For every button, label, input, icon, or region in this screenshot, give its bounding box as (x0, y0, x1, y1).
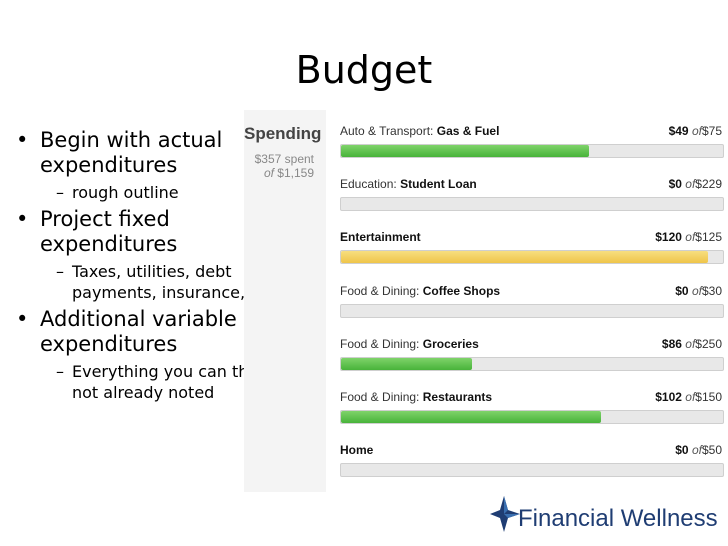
category-row[interactable]: Food & Dining: Restaurants $102 of$150 (338, 390, 724, 440)
category-label: Food & Dining: Restaurants (340, 390, 492, 404)
category-amount: $0 of$50 (675, 443, 722, 457)
category-name: Restaurants (422, 390, 493, 404)
category-budget: $75 (701, 124, 722, 138)
category-budget: $30 (701, 283, 722, 298)
category-row[interactable]: Entertainment $120 of$125 (338, 230, 724, 280)
sub-bullet-2: Taxes, utilities, debt payments, insuran… (12, 261, 312, 303)
category-of-word: of (691, 283, 702, 298)
category-budget: $250 (695, 336, 722, 351)
spending-spent: $357 spent (254, 152, 314, 166)
category-label: Entertainment (340, 230, 421, 244)
category-name: Student Loan (400, 177, 477, 192)
category-amount: $120 of$125 (655, 230, 722, 244)
progress-fill (341, 411, 601, 423)
category-spent: $0 (668, 177, 682, 192)
progress-bar (340, 144, 724, 158)
category-group: Food & Dining: (340, 390, 420, 404)
category-group: Auto & Transport: (340, 124, 434, 138)
bullet-list: Begin with actual expenditures rough out… (12, 128, 312, 407)
category-amount: $49 of$75 (669, 124, 722, 138)
category-of-word: of (685, 336, 696, 351)
category-name: Gas & Fuel (436, 124, 500, 138)
category-label: Auto & Transport: Gas & Fuel (340, 124, 499, 138)
bullet-2: Project fixed expenditures (12, 207, 312, 257)
category-label: Home (340, 443, 373, 457)
category-label: Education: Student Loan (340, 177, 477, 191)
category-group: Food & Dining: (340, 283, 420, 298)
category-of-word: of (685, 230, 696, 245)
category-of-word: of (691, 443, 702, 458)
sub-bullet-3: Everything you can think of not already … (12, 361, 312, 403)
sub-bullet-1: rough outline (12, 182, 312, 203)
category-name: Home (340, 443, 374, 458)
category-row[interactable]: Education: Student Loan $0 of$229 (338, 177, 724, 227)
progress-bar (340, 356, 724, 371)
progress-fill (341, 357, 473, 370)
bullet-3: Additional variable expenditures (12, 307, 312, 357)
star-compass-icon (490, 496, 520, 532)
financial-wellness-logo (490, 496, 520, 532)
progress-bar (340, 410, 724, 424)
category-budget: $125 (695, 230, 722, 245)
progress-bar (340, 303, 724, 318)
category-amount: $102 of$150 (655, 390, 722, 404)
progress-bar (340, 250, 724, 265)
category-of-word: of (685, 177, 696, 192)
category-row[interactable]: Home $0 of$50 (338, 443, 724, 493)
progress-bar (340, 463, 724, 478)
progress-bar (340, 197, 724, 212)
progress-fill (341, 145, 590, 157)
spending-total-value: $1,159 (277, 166, 314, 180)
category-amount: $0 of$30 (675, 284, 722, 298)
category-budget: $150 (695, 390, 722, 404)
category-spent: $120 (655, 230, 682, 245)
category-spent: $86 (661, 336, 682, 351)
category-budget: $50 (701, 443, 722, 458)
category-name: Groceries (422, 336, 479, 351)
category-budget: $229 (695, 177, 722, 192)
category-of-word: of (685, 390, 696, 404)
slide-title: Budget (295, 48, 433, 92)
category-name: Entertainment (340, 230, 421, 245)
category-name: Coffee Shops (422, 283, 501, 298)
category-row[interactable]: Auto & Transport: Gas & Fuel $49 of$75 (338, 124, 724, 174)
spending-title: Spending (244, 124, 322, 143)
category-group: Education: (340, 177, 397, 192)
category-spent: $102 (655, 390, 682, 404)
category-row[interactable]: Food & Dining: Groceries $86 of$250 (338, 337, 724, 387)
category-row[interactable]: Food & Dining: Coffee Shops $0 of$30 (338, 284, 724, 334)
category-group: Food & Dining: (340, 336, 420, 351)
category-spent: $0 (675, 443, 689, 458)
spending-of-word: of (263, 166, 274, 180)
category-spent: $0 (675, 283, 689, 298)
bullet-1: Begin with actual expenditures (12, 128, 312, 178)
category-of-word: of (691, 124, 702, 138)
logo-text: Financial Wellness (518, 505, 718, 532)
spending-total: of $1,159 (244, 166, 314, 180)
category-amount: $0 of$229 (669, 177, 722, 191)
spending-summary-background (244, 110, 326, 492)
category-spent: $49 (668, 124, 689, 138)
category-amount: $86 of$250 (662, 337, 722, 351)
category-label: Food & Dining: Coffee Shops (340, 284, 500, 298)
progress-fill (341, 251, 708, 264)
category-label: Food & Dining: Groceries (340, 337, 479, 351)
